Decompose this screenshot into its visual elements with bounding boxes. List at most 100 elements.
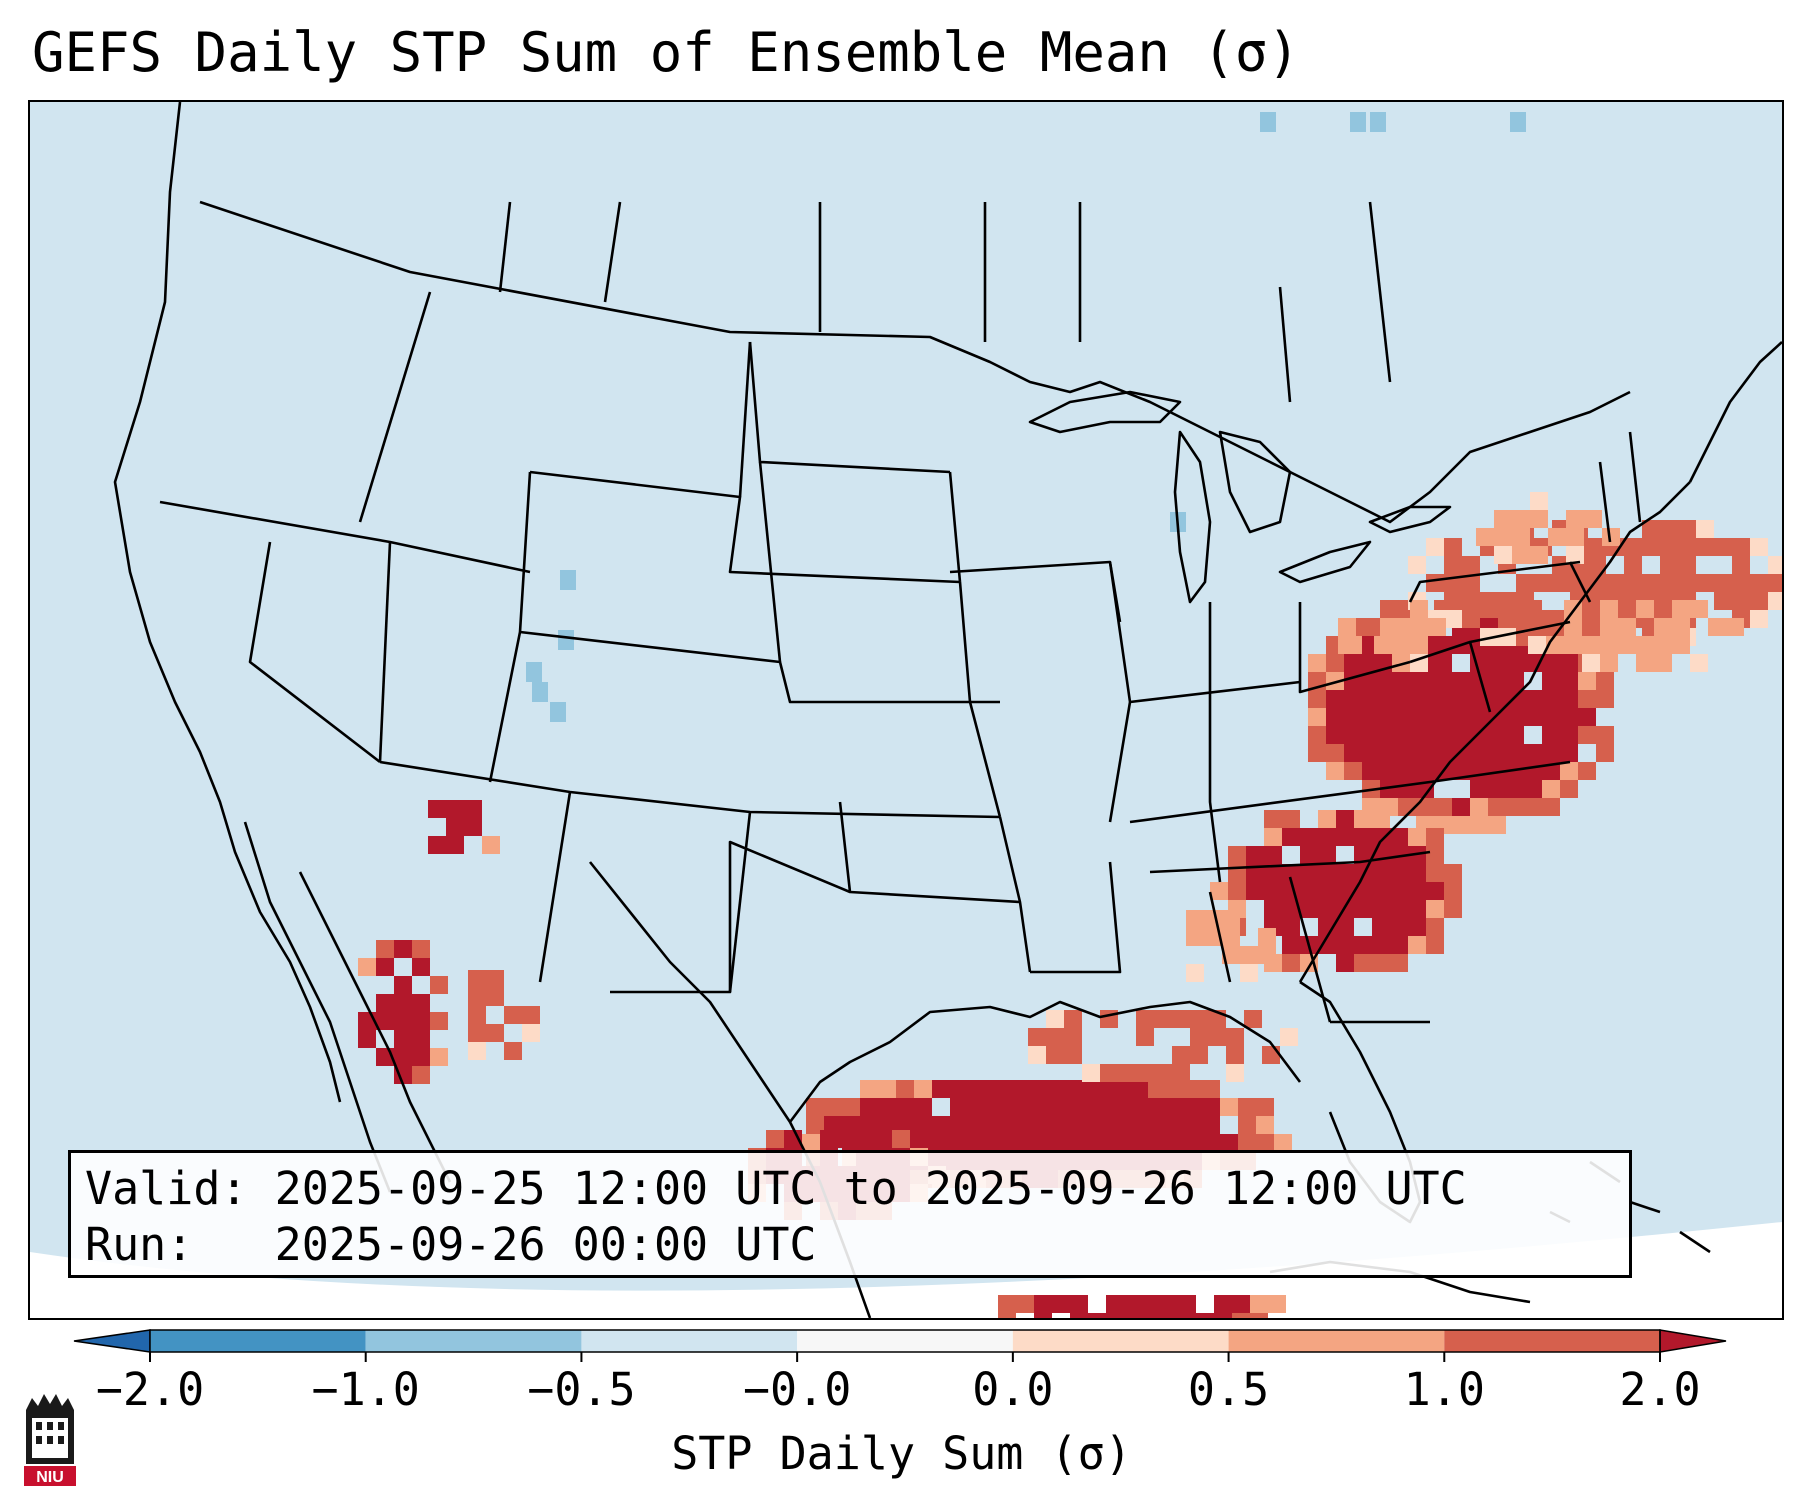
offshore-northeast-cell bbox=[1408, 556, 1426, 574]
gulf-coast-band-cell bbox=[1148, 1098, 1166, 1116]
southeast-core-cell bbox=[1408, 828, 1426, 846]
mid-atlantic-core-cell bbox=[1326, 654, 1344, 672]
atlantic-fringe-cell bbox=[1636, 654, 1654, 672]
mid-atlantic-core-cell bbox=[1398, 708, 1416, 726]
offshore-northeast-cell bbox=[1462, 574, 1480, 592]
mid-atlantic-core-cell bbox=[1542, 780, 1560, 798]
mid-atlantic-core-cell bbox=[1524, 708, 1542, 726]
southeast-core-cell bbox=[1282, 810, 1300, 828]
mid-atlantic-core-cell bbox=[1380, 600, 1398, 618]
mid-atlantic-core-cell bbox=[1326, 726, 1344, 744]
state-border bbox=[1568, 561, 1592, 603]
state-border bbox=[998, 816, 1032, 973]
lake-ontario bbox=[1368, 505, 1452, 534]
mississippi-cell-cell bbox=[1186, 910, 1204, 928]
negative-cell bbox=[526, 662, 542, 682]
state-border bbox=[1129, 680, 1301, 704]
logo-text: NIU bbox=[36, 1469, 64, 1486]
gulf-coast-band-cell bbox=[932, 1116, 950, 1134]
mid-atlantic-core-cell bbox=[1326, 690, 1344, 708]
offshore-northeast-cell bbox=[1498, 610, 1516, 628]
cuba-band-cell bbox=[998, 1313, 1016, 1318]
gulf-coast-band-cell bbox=[1004, 1098, 1022, 1116]
central-gulf-coast-cell bbox=[1190, 1046, 1208, 1064]
central-gulf-coast-cell bbox=[1064, 1046, 1082, 1064]
mid-atlantic-core-cell bbox=[1434, 672, 1452, 690]
southeast-core-cell bbox=[1246, 846, 1264, 864]
baja-core-cell bbox=[376, 940, 394, 958]
arizona-cell-cell bbox=[464, 800, 482, 818]
baja-core-cell bbox=[376, 994, 394, 1012]
south-texas-core-cell bbox=[820, 1130, 838, 1148]
mid-atlantic-core-cell bbox=[1578, 690, 1596, 708]
atlantic-fringe-cell bbox=[1654, 654, 1672, 672]
mid-atlantic-core-cell bbox=[1470, 744, 1488, 762]
central-gulf-coast-cell bbox=[1208, 1028, 1226, 1046]
gulf-coast-band-cell bbox=[1130, 1134, 1148, 1152]
southeast-core-cell bbox=[1354, 900, 1372, 918]
central-gulf-coast-cell bbox=[1028, 1046, 1046, 1064]
sonora-cell-cell bbox=[468, 970, 486, 988]
southeast-core-cell bbox=[1318, 864, 1336, 882]
colorbar-tick-label: 1.0 bbox=[1403, 1363, 1485, 1416]
offshore-northeast-cell bbox=[1714, 538, 1732, 556]
mid-atlantic-core-cell bbox=[1452, 762, 1470, 780]
baja-core-cell bbox=[394, 1030, 412, 1048]
mid-atlantic-core-cell bbox=[1326, 708, 1344, 726]
gulf-coast-band-cell bbox=[1112, 1134, 1130, 1152]
colorbar-tick-label: 2.0 bbox=[1619, 1363, 1701, 1416]
mid-atlantic-core-cell bbox=[1488, 744, 1506, 762]
gulf-coast-band-cell bbox=[1166, 1080, 1184, 1098]
state-border bbox=[1278, 286, 1292, 403]
state-border bbox=[1598, 461, 1612, 543]
mid-atlantic-core-cell bbox=[1470, 726, 1488, 744]
mid-atlantic-core-cell bbox=[1506, 690, 1524, 708]
mid-atlantic-core-cell bbox=[1596, 672, 1614, 690]
mid-atlantic-core-cell bbox=[1416, 726, 1434, 744]
southeast-core-cell bbox=[1354, 882, 1372, 900]
mid-atlantic-core-cell bbox=[1344, 726, 1362, 744]
mid-atlantic-core-cell bbox=[1542, 798, 1560, 816]
mid-atlantic-core-cell bbox=[1542, 672, 1560, 690]
mid-atlantic-core-cell bbox=[1452, 798, 1470, 816]
atlantic-fringe-cell bbox=[1636, 600, 1654, 618]
mid-atlantic-core-cell bbox=[1434, 654, 1452, 672]
sonora-cell-cell bbox=[486, 1024, 504, 1042]
gulf-coast-band-cell bbox=[1184, 1098, 1202, 1116]
gulf-coast-band-cell bbox=[1130, 1116, 1148, 1134]
mid-atlantic-core-cell bbox=[1560, 672, 1578, 690]
central-gulf-coast-cell bbox=[1154, 1064, 1172, 1082]
gulf-coast-band-cell bbox=[806, 1134, 824, 1152]
map-canvas[interactable] bbox=[30, 102, 1782, 1318]
west-coastline bbox=[113, 102, 342, 1103]
gulf-coast-band-cell bbox=[896, 1098, 914, 1116]
mid-atlantic-core-cell bbox=[1308, 726, 1326, 744]
gulf-coast-band-cell bbox=[842, 1098, 860, 1116]
mississippi-cell-cell bbox=[1204, 928, 1222, 946]
central-gulf-coast-cell bbox=[1046, 1046, 1064, 1064]
state-border bbox=[519, 630, 1000, 704]
map-panel[interactable] bbox=[28, 100, 1784, 1320]
central-gulf-coast-cell bbox=[1136, 1010, 1154, 1028]
sonora-cell-cell bbox=[504, 1006, 522, 1024]
pennsylvania-cell-cell bbox=[1428, 618, 1446, 636]
colorbar-label: STP Daily Sum (σ) bbox=[671, 1427, 1132, 1480]
gulf-coast-band-cell bbox=[1238, 1098, 1256, 1116]
mid-atlantic-core-cell bbox=[1452, 816, 1470, 834]
offshore-northeast-cell bbox=[1660, 574, 1678, 592]
state-border bbox=[358, 291, 432, 523]
southeast-core-cell bbox=[1354, 864, 1372, 882]
arizona-cell-cell bbox=[482, 836, 500, 854]
state-border bbox=[1368, 201, 1392, 383]
cuba-band-cell bbox=[1142, 1295, 1160, 1313]
mid-atlantic-core-cell bbox=[1380, 744, 1398, 762]
mid-atlantic-core-cell bbox=[1380, 690, 1398, 708]
offshore-northeast-cell bbox=[1606, 574, 1624, 592]
offshore-northeast-cell bbox=[1678, 520, 1696, 538]
atlantic-fringe-cell bbox=[1564, 636, 1582, 654]
mid-atlantic-core-cell bbox=[1506, 672, 1524, 690]
pennsylvania-cell-cell bbox=[1374, 636, 1392, 654]
baja-core-cell bbox=[394, 1048, 412, 1066]
texas-louisiana-coast bbox=[788, 1000, 1302, 1123]
southeast-core-cell bbox=[1390, 828, 1408, 846]
